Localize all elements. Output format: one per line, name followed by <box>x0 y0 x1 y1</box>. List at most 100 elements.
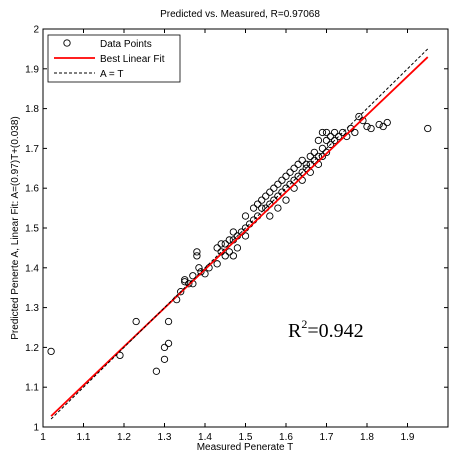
data-point <box>164 317 173 326</box>
data-point <box>330 128 339 137</box>
data-point <box>225 236 233 244</box>
series-marks <box>47 48 432 420</box>
y-tick-label: 2 <box>33 25 39 36</box>
data-point <box>294 160 302 168</box>
data-point <box>322 136 331 145</box>
data-point <box>322 128 331 137</box>
x-tick-label: 1.1 <box>77 432 91 443</box>
best-fit-line <box>50 56 429 417</box>
data-point <box>274 180 282 188</box>
x-tick-label: 1.3 <box>158 432 172 443</box>
data-point <box>221 252 229 260</box>
data-point <box>164 339 173 348</box>
data-point <box>233 244 242 252</box>
data-point <box>314 136 323 145</box>
x-tick-label: 1.2 <box>117 432 131 443</box>
y-tick-label: 1.6 <box>25 184 39 195</box>
data-point <box>298 168 306 176</box>
data-point <box>363 122 371 131</box>
data-point <box>318 144 327 153</box>
data-point <box>310 148 318 157</box>
x-tick-label: 1.8 <box>360 432 374 443</box>
x-tick-label: 1.7 <box>320 432 334 443</box>
data-point <box>306 152 314 161</box>
data-point <box>229 252 238 260</box>
data-point <box>181 278 189 286</box>
r-squared-superscript: 2 <box>301 317 307 331</box>
data-point <box>253 200 262 208</box>
data-point <box>217 240 225 248</box>
y-tick-label: 1 <box>33 423 39 434</box>
data-point <box>152 367 161 375</box>
data-point <box>116 351 124 360</box>
y-tick-label: 1.8 <box>25 104 39 115</box>
data-point <box>266 188 274 196</box>
data-point <box>258 204 266 212</box>
legend-label-data-points: Data Points <box>100 39 152 50</box>
data-point <box>270 184 278 192</box>
x-tick-label: 1 <box>40 432 46 443</box>
data-point <box>274 204 282 212</box>
data-point <box>185 280 193 288</box>
y-tick-label: 1.2 <box>25 343 39 354</box>
data-point <box>258 196 266 204</box>
data-point <box>282 196 290 204</box>
x-tick-label: 1.9 <box>401 432 415 443</box>
data-point <box>383 118 391 127</box>
y-tick-label: 1.1 <box>25 383 39 394</box>
data-point <box>189 272 197 280</box>
data-point <box>221 240 229 248</box>
x-tick-label: 1.4 <box>198 432 212 443</box>
data-point <box>298 156 306 164</box>
data-point <box>367 124 375 133</box>
r-squared-value: =0.942 <box>307 320 363 342</box>
y-tick-label: 1.9 <box>25 64 39 75</box>
data-point <box>213 260 221 268</box>
data-point <box>355 112 363 121</box>
data-point <box>262 192 270 200</box>
data-point <box>326 132 335 141</box>
data-point <box>379 122 387 131</box>
data-point <box>160 355 169 363</box>
data-point <box>318 152 327 161</box>
y-tick-label: 1.7 <box>25 144 39 155</box>
r-squared-annotation: R2=0.942 <box>288 317 364 342</box>
data-point <box>359 116 367 125</box>
data-point <box>193 252 201 260</box>
data-point <box>339 128 347 137</box>
data-point <box>334 132 343 141</box>
data-point <box>424 124 432 133</box>
data-point <box>278 176 286 184</box>
data-point <box>326 140 335 149</box>
identity-line <box>50 48 429 420</box>
data-point <box>132 317 140 326</box>
data-point <box>177 288 185 296</box>
r-squared-base: R <box>288 320 302 342</box>
data-point <box>213 244 221 252</box>
data-point <box>160 343 169 352</box>
legend-marker-data-points <box>63 39 71 47</box>
x-tick-label: 1.5 <box>239 432 253 443</box>
data-point <box>302 160 310 168</box>
data-point <box>249 204 258 212</box>
data-point <box>241 232 250 240</box>
x-tick-label: 1.6 <box>279 432 293 443</box>
data-point <box>314 152 323 161</box>
data-point <box>282 172 290 180</box>
x-axis-label: Measured Penerate T <box>197 442 294 453</box>
legend: Data Points Best Linear Fit A = T <box>47 34 181 83</box>
data-point <box>322 148 331 157</box>
data-point <box>330 136 339 145</box>
data-point <box>310 156 318 164</box>
data-point <box>290 164 298 172</box>
data-point <box>351 128 359 137</box>
chart-title: Predicted vs. Measured, R=0.97068 <box>160 9 320 20</box>
data-point <box>375 120 383 129</box>
data-point <box>286 168 294 176</box>
y-axis-label: Predicted Penerte A, Linear Fit: A=(0.97… <box>10 116 21 339</box>
data-point <box>181 276 189 284</box>
axis-ticks: 1 1.1 1.2 1.3 1.4 1.5 1.6 1.7 1.8 1.9 1 1.1 1.2 1.3 1.… <box>25 25 448 443</box>
data-point <box>229 228 238 236</box>
data-point <box>318 128 327 137</box>
